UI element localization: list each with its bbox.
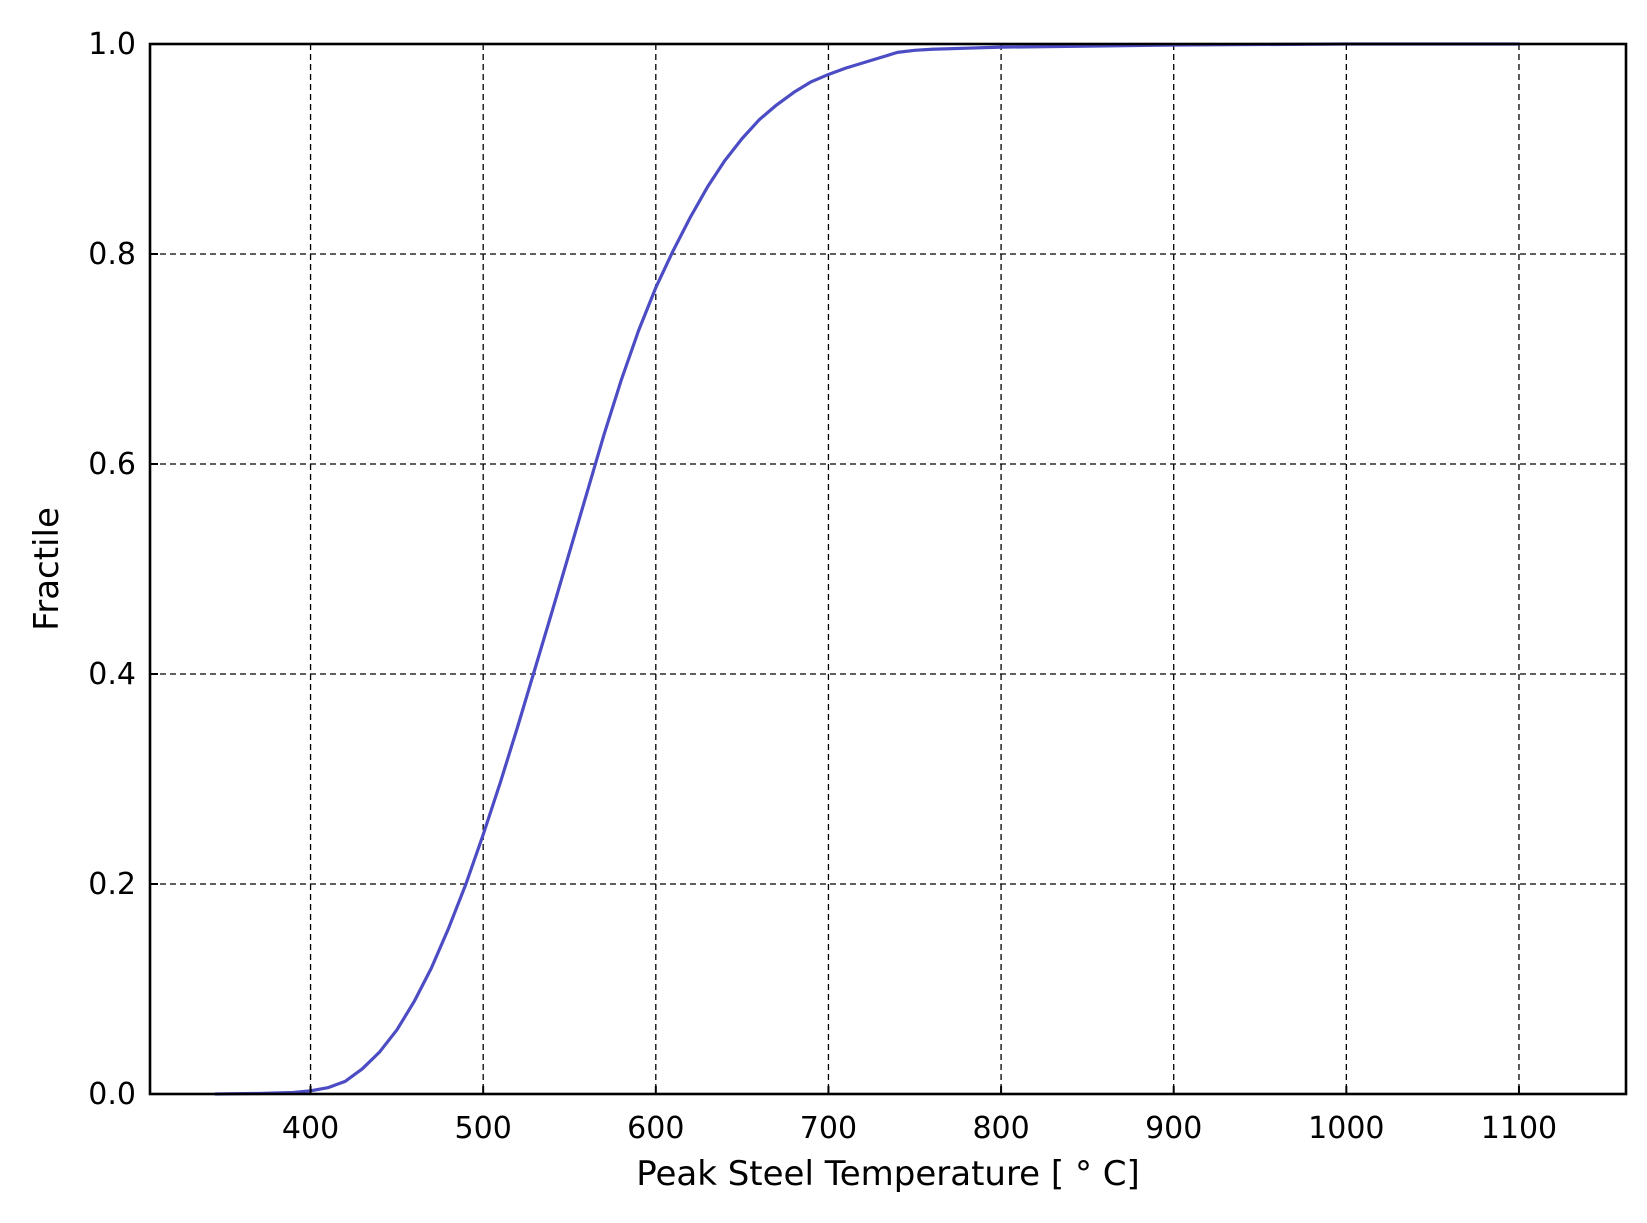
x-axis-title: Peak Steel Temperature [ ° C] [636,1154,1140,1194]
y-tick-label: 0.8 [88,237,136,272]
x-tick-label: 700 [800,1111,857,1146]
y-tick-label: 0.6 [88,447,136,482]
x-tick-label: 400 [282,1111,339,1146]
x-tick-label: 600 [627,1111,684,1146]
x-tick-label: 900 [1145,1111,1202,1146]
x-tick-label: 800 [972,1111,1029,1146]
y-tick-label: 0.4 [88,657,136,692]
y-tick-label: 0.2 [88,867,136,902]
plot-area-frame [148,42,1628,1096]
y-axis: 0.0 0.2 0.4 0.6 0.8 1.0 [88,27,158,1112]
y-axis-title: Fractile [27,507,67,631]
series-layer [214,42,1521,1096]
series-line [214,42,1521,1096]
x-axis: 400 500 600 700 800 900 1000 1100 [282,1086,1557,1146]
y-tick-label: 0.0 [88,1077,136,1112]
x-tick-label: 1000 [1308,1111,1384,1146]
x-tick-label: 500 [455,1111,512,1146]
x-tick-label: 1100 [1481,1111,1557,1146]
y-tick-label: 1.0 [88,27,136,62]
